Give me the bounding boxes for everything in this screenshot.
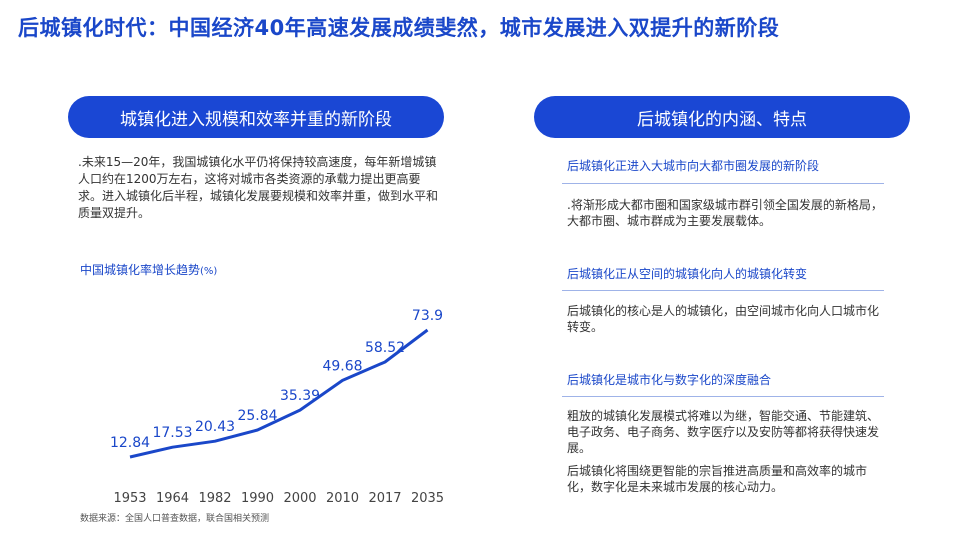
section-heading-2: 后城镇化正从空间的城镇化向人的城镇化转变: [567, 267, 808, 281]
section-divider-2: [562, 290, 884, 291]
section-divider-3: [562, 396, 884, 397]
data-source-note: 数据来源：全国人口普查数据，联合国相关预测: [80, 514, 270, 524]
x-tick-label: 1953: [113, 491, 146, 506]
section-heading-1: 后城镇化正进入大城市向大都市圈发展的新阶段: [567, 159, 820, 173]
right-section-banner: 后城镇化的内涵、特点: [534, 96, 910, 138]
x-tick-label: 1990: [241, 491, 274, 506]
data-label: 25.84: [237, 408, 277, 424]
chart-title: 中国城镇化率增长趋势(%): [80, 261, 217, 278]
data-label: 58.52: [365, 340, 405, 356]
x-tick-label: 1982: [198, 491, 231, 506]
page-title: 后城镇化时代：中国经济40年高速发展成绩斐然，城市发展进入双提升的新阶段: [18, 16, 780, 40]
section-body-3: 粗放的城镇化发展模式将难以为继，智能交通、节能建筑、电子政务、电子商务、数字医疗…: [567, 409, 880, 455]
x-tick-label: 2010: [326, 491, 359, 506]
data-label: 12.84: [110, 435, 150, 451]
data-label: 17.53: [152, 425, 192, 441]
x-tick-label: 1964: [156, 491, 189, 506]
data-label: 20.43: [195, 419, 235, 435]
section-divider-1: [562, 183, 884, 184]
x-tick-label: 2035: [411, 491, 444, 506]
section-body-1: .将渐形成大都市圈和国家级城市群引领全国发展的新格局，大都市圈、城市群成为主要发…: [567, 198, 883, 228]
data-label: 49.68: [322, 358, 362, 374]
chart-unit: (%): [200, 266, 218, 277]
intro-paragraph: .未来15—20年，我国城镇化水平仍将保持较高速度，每年新增城镇人口约在1200…: [78, 155, 439, 220]
section-body-2: 后城镇化的核心是人的城镇化，由空间城市化向人口城市化转变。: [567, 304, 880, 334]
x-tick-label: 2000: [283, 491, 316, 506]
x-tick-label: 2017: [368, 491, 401, 506]
data-label: 73.9: [412, 308, 443, 324]
data-label: 35.39: [280, 388, 320, 404]
series-line: [129, 328, 429, 459]
section-body-3b: 后城镇化将围绕更智能的宗旨推进高质量和高效率的城市化，数字化是未来城市发展的核心…: [567, 464, 868, 494]
section-heading-3: 后城镇化是城市化与数字化的深度融合: [567, 373, 772, 387]
left-section-banner: 城镇化进入规模和效率并重的新阶段: [68, 96, 444, 138]
chart-title-text: 中国城镇化率增长趋势: [80, 263, 201, 277]
